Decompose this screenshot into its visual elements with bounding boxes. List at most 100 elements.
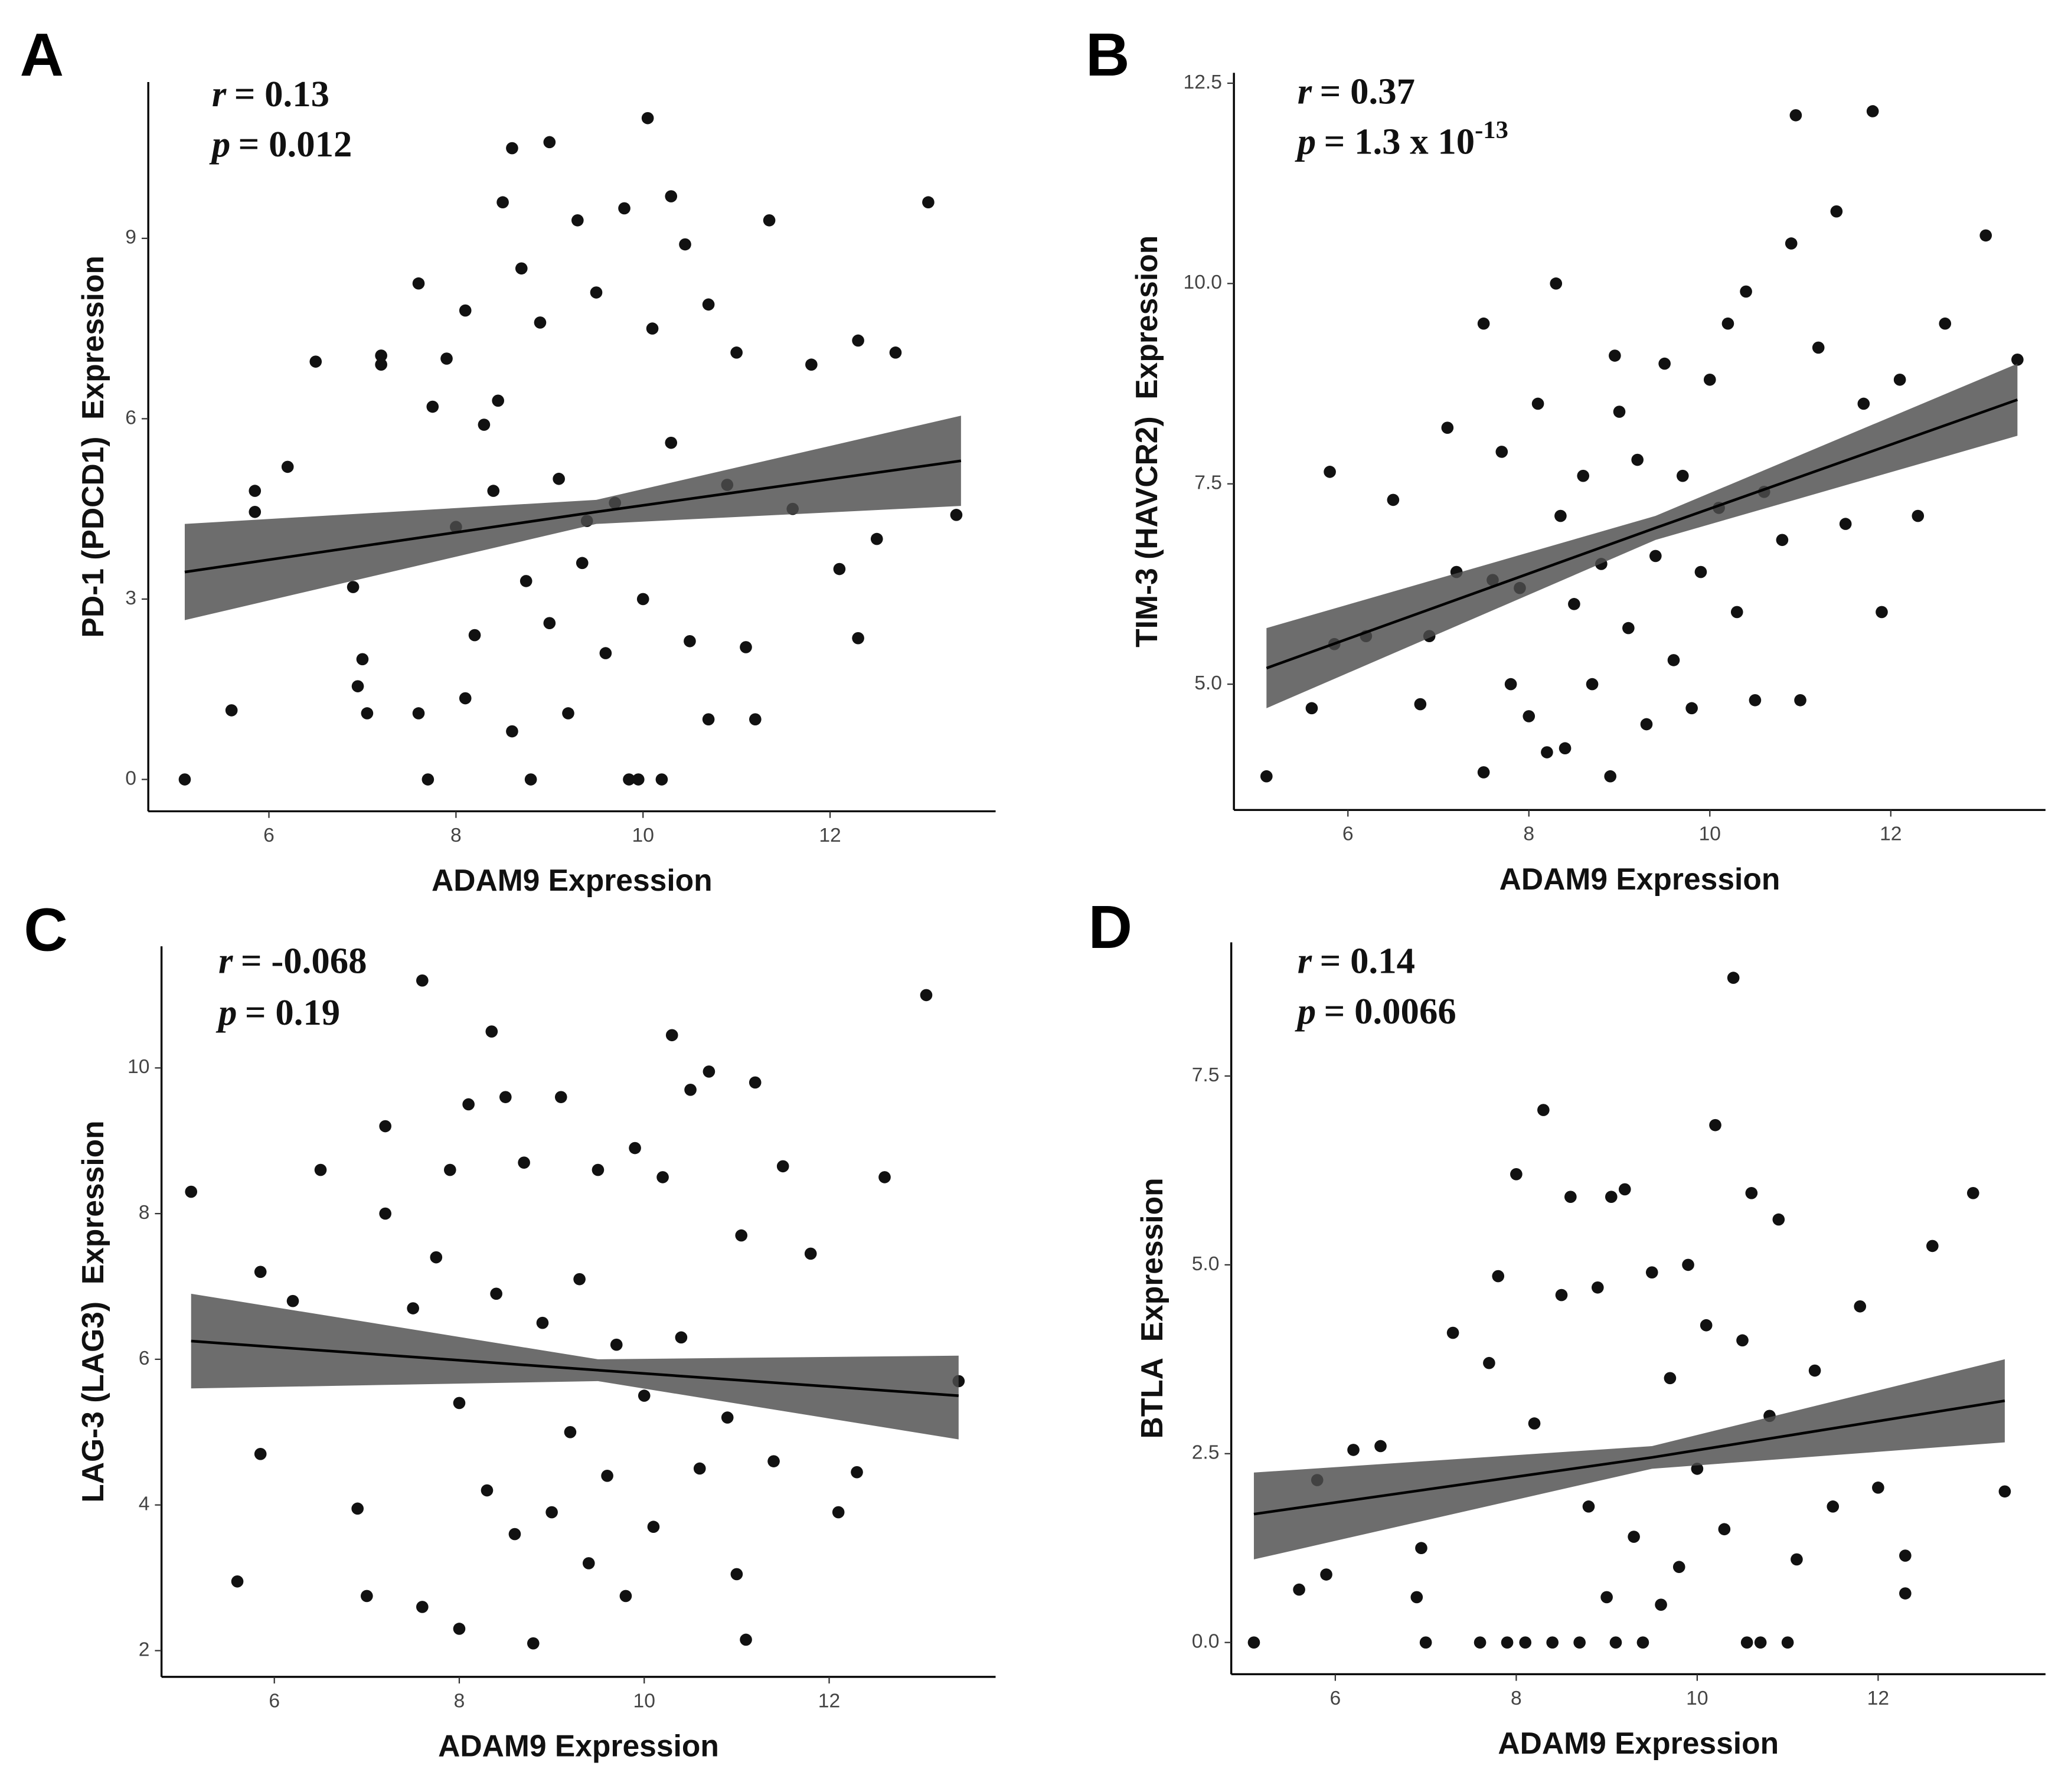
annotation: p = 0.19 [215,992,340,1033]
point [1866,105,1879,117]
point [1700,1319,1713,1332]
point [1893,373,1906,386]
point [356,653,369,666]
point [1347,1444,1360,1456]
point [1555,1289,1568,1302]
point [675,1331,688,1344]
stat-value: = 0.0066 [1324,990,1456,1032]
x-tick-label: 12 [819,825,841,846]
point [543,136,556,149]
point [1504,678,1517,691]
point [1912,509,1925,522]
y-tick-label: 8 [139,1202,150,1224]
y-tick-label: 6 [125,407,136,429]
point [553,472,565,485]
point [1537,1104,1550,1116]
point [1410,1591,1423,1604]
point [379,1120,391,1133]
point [481,1484,494,1497]
point [281,460,294,473]
x-tick-label: 6 [269,1690,280,1712]
point [524,773,537,786]
point [833,563,846,575]
point [1628,1531,1640,1543]
x-tick-label: 10 [1699,823,1721,845]
point [852,334,864,347]
point [851,1466,863,1479]
point [185,1185,198,1198]
point [1293,1583,1305,1596]
point [1979,229,1992,242]
point [1854,1300,1867,1313]
stat-symbol: p [209,124,230,165]
point [492,394,504,407]
point [641,112,654,125]
point [740,641,752,653]
point [527,1637,540,1650]
point [412,707,425,720]
y-axis-label: TIM-3 (HAVCR2) Expression [1129,236,1164,648]
point [249,505,262,518]
confidence-band [184,416,961,620]
point [832,1506,845,1519]
point [443,1163,456,1176]
point [1419,1636,1432,1649]
point [1605,1191,1618,1204]
point [490,1287,502,1300]
stat-symbol: p [1295,121,1316,162]
point [314,1163,327,1176]
point [571,214,584,227]
point [665,190,678,202]
point [1564,1191,1577,1204]
point [702,713,715,725]
point [1839,518,1852,530]
point [375,349,387,362]
stat-value: = 0.19 [245,992,340,1033]
point [1926,1240,1939,1253]
panel-letter: B [1086,21,1130,89]
point [440,352,453,365]
fit-line [1253,1399,2005,1516]
point [231,1575,244,1588]
x-axis-label: ADAM9 Expression [1499,862,1780,896]
point [1808,1364,1821,1377]
panel-letter: A [20,21,64,89]
fit-line [1266,398,2018,670]
point [1682,1258,1694,1271]
point [1501,1636,1514,1649]
point [1794,694,1806,707]
y-tick-label: 9 [125,227,136,248]
point [735,1229,748,1242]
point [1546,1636,1559,1649]
x-axis-label: ADAM9 Expression [432,863,713,897]
point [1872,1482,1884,1494]
point [459,692,472,705]
fit-line [191,1339,959,1397]
point [1609,349,1621,362]
point [1966,1187,1979,1199]
point [629,1142,641,1155]
point [1694,565,1707,578]
point [1718,1523,1731,1536]
point [1541,746,1553,758]
panel: C 6 8 10 12 2 4 6 8 10 ADAM9 Expression LAG-3 (LAG3… [24,895,996,1763]
point [515,262,528,275]
point [1740,1636,1753,1649]
point [776,1160,789,1173]
point [1586,678,1599,691]
point [590,286,603,299]
point [478,418,491,431]
point [468,629,481,642]
point [1899,1587,1912,1600]
point [665,436,678,449]
point [1727,972,1740,984]
point [1591,1281,1604,1294]
point [534,316,547,329]
stat-value: = 0.37 [1320,71,1415,112]
point [1260,770,1273,783]
point [564,1425,577,1438]
point [1247,1636,1260,1649]
point [1577,469,1590,482]
point [459,304,472,317]
panel: A 6 8 10 12 0 3 6 9 ADAM9 Expression PD-1 (PDCD1) … [20,21,996,897]
